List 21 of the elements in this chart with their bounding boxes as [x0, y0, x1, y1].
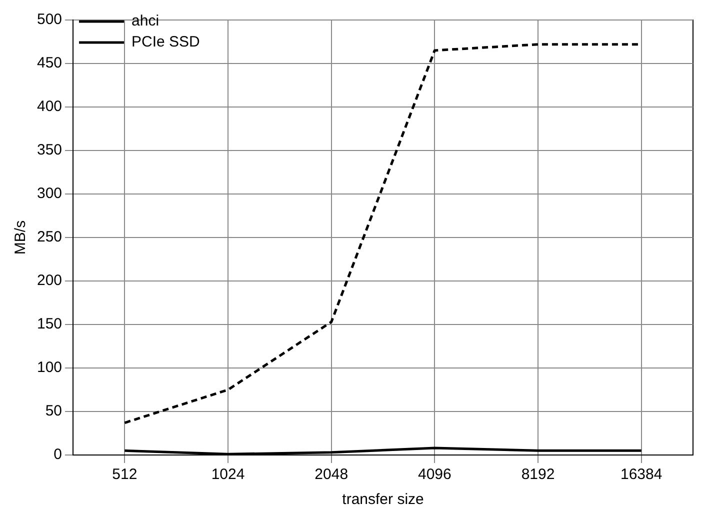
y-tick-label: 400: [36, 98, 62, 116]
y-tick-label: 150: [36, 316, 62, 333]
legend-label: PCIe SSD: [132, 34, 200, 51]
y-tick-label: 500: [36, 11, 62, 28]
x-axis-title: transfer size: [342, 491, 424, 508]
x-tick-label: 16384: [620, 466, 662, 484]
y-axis-title: MB/s: [12, 220, 30, 255]
y-tick-label: 250: [36, 228, 62, 246]
x-tick-label: 4096: [418, 466, 452, 484]
legend-label: ahci: [132, 12, 160, 30]
x-tick-label: 8192: [521, 466, 555, 484]
y-tick-label: 50: [45, 402, 62, 420]
y-tick-label: 200: [36, 272, 62, 290]
y-tick-label: 0: [54, 446, 62, 464]
y-tick-label: 100: [36, 359, 62, 376]
y-tick-label: 350: [36, 142, 62, 159]
x-tick-label: 512: [112, 466, 138, 484]
y-tick-label: 450: [36, 54, 62, 72]
y-tick-label: 300: [36, 185, 62, 202]
x-tick-label: 2048: [314, 466, 348, 484]
x-tick-label: 1024: [211, 466, 245, 484]
